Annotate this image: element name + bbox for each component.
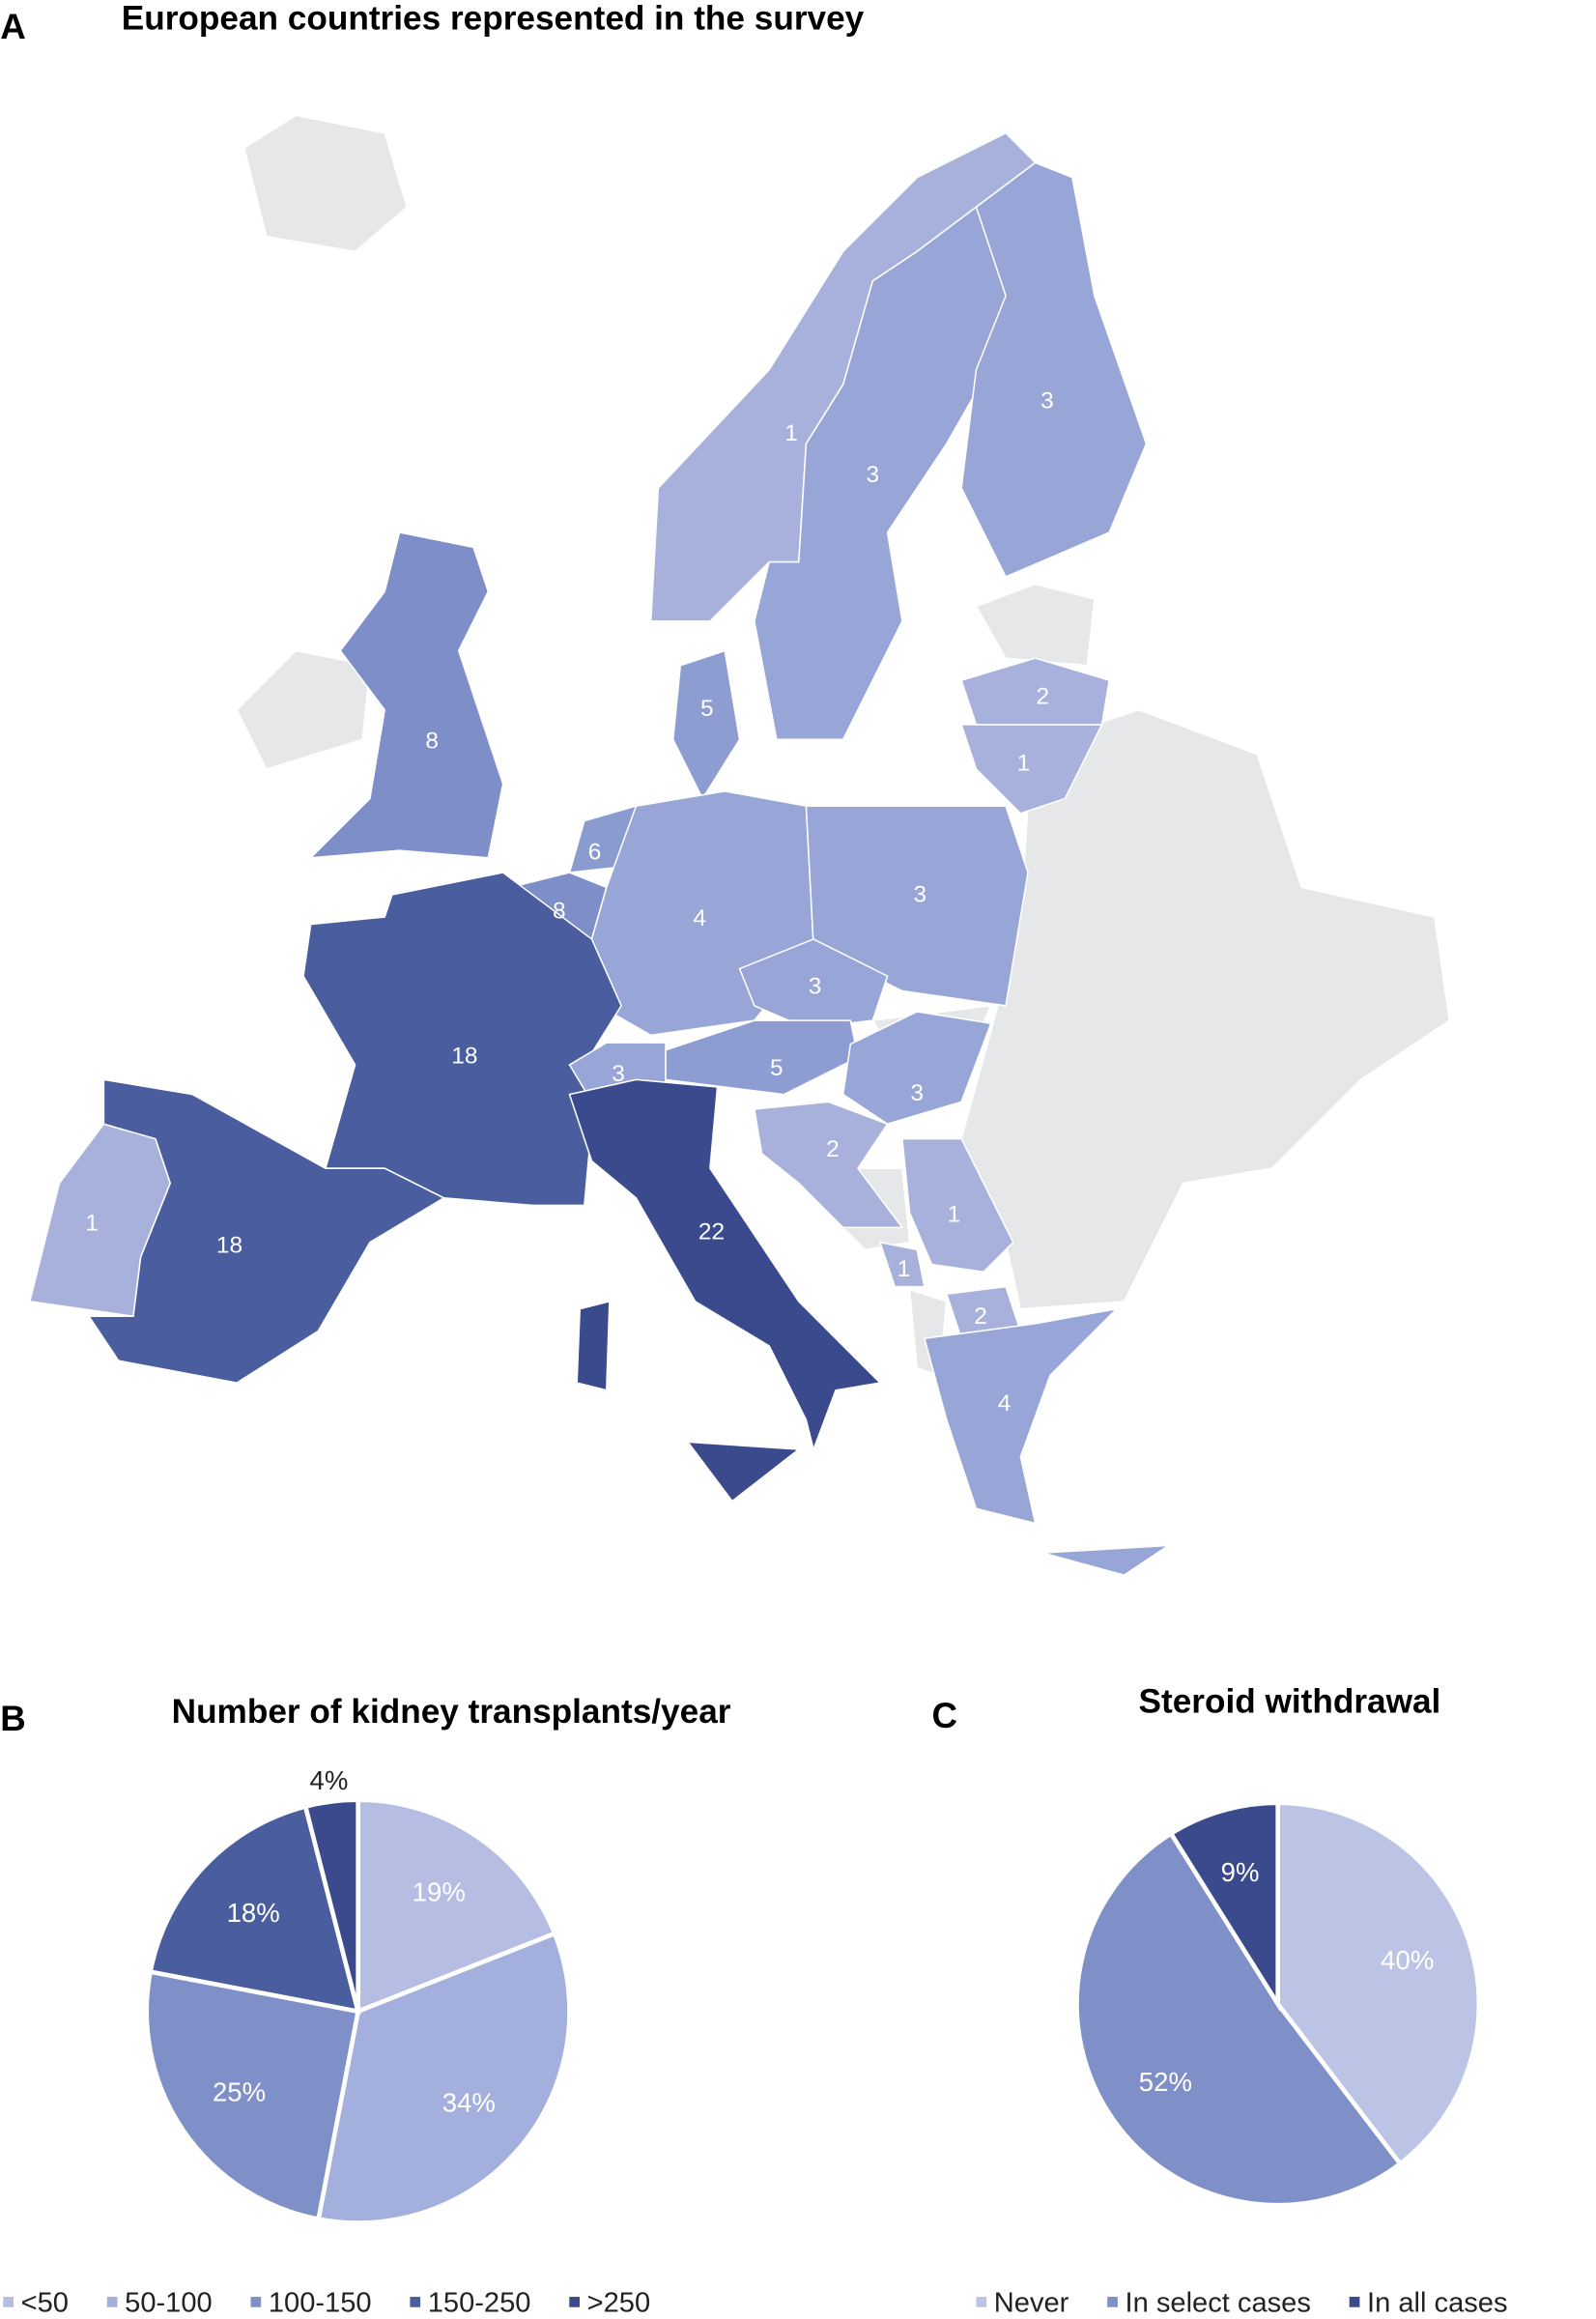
country-count: 1 — [784, 420, 798, 446]
country-count: 18 — [216, 1232, 242, 1258]
legend-swatch — [106, 2297, 118, 2307]
legend-label: 50-100 — [125, 2287, 213, 2318]
legend-swatch — [1349, 2297, 1360, 2307]
country — [671, 649, 741, 801]
country — [960, 724, 1103, 815]
country-count: 8 — [553, 899, 566, 925]
country-count: 1 — [1017, 750, 1031, 776]
pie-slice — [356, 1797, 558, 2016]
country-count: 5 — [700, 696, 714, 722]
legend-swatch — [569, 2297, 580, 2307]
pie-slice — [144, 1968, 361, 2222]
legend-label: Never — [994, 2287, 1069, 2318]
pie-slice — [315, 1931, 572, 2225]
legend-swatch — [976, 2297, 987, 2307]
country-count: 4 — [693, 905, 706, 931]
country-count: 4 — [998, 1390, 1012, 1417]
slice-label: 25% — [213, 2076, 266, 2106]
slice-label: 34% — [442, 2088, 496, 2118]
country — [738, 938, 889, 1029]
country-count: 3 — [866, 462, 879, 488]
country-count: 5 — [770, 1055, 784, 1081]
slice-label: 19% — [413, 1877, 466, 1907]
pie-slice — [1074, 1830, 1404, 2208]
country-count: 22 — [698, 1219, 725, 1245]
pie-title: Steroid withdrawal — [1139, 1682, 1441, 1720]
country — [923, 1307, 1172, 1576]
country-count: 3 — [612, 1061, 625, 1087]
pie-slice — [1275, 1800, 1482, 2167]
country — [753, 1101, 904, 1229]
country-count: 6 — [588, 839, 602, 865]
country-count: 3 — [809, 974, 822, 1000]
country — [841, 1011, 992, 1126]
country-count: 3 — [910, 1080, 924, 1106]
legend-swatch — [410, 2297, 421, 2307]
pie-title: Number of kidney transplants/year — [172, 1693, 731, 1731]
slice-label: 9% — [1221, 1857, 1260, 1887]
country — [960, 657, 1111, 726]
pie-slice — [147, 1803, 361, 2015]
pie-slice — [302, 1797, 360, 2013]
country — [568, 1078, 882, 1503]
pie-slice — [1167, 1800, 1280, 2012]
panel-label: C — [932, 1696, 958, 1735]
legend-swatch — [3, 2297, 14, 2307]
country-count: 18 — [451, 1044, 477, 1070]
country-count: 2 — [826, 1136, 840, 1162]
country-count: 2 — [974, 1303, 987, 1330]
legend-label: In all cases — [1367, 2287, 1507, 2318]
country — [901, 1137, 1014, 1274]
ireland — [236, 649, 371, 770]
legend-swatch — [1107, 2297, 1118, 2307]
country — [87, 1078, 446, 1384]
slice-label: 40% — [1381, 1945, 1434, 1975]
country-count: 1 — [948, 1201, 961, 1227]
legend-label: 150-250 — [428, 2287, 531, 2318]
country — [878, 1241, 926, 1288]
country-count: 1 — [85, 1210, 99, 1236]
iceland — [242, 114, 409, 253]
legend-label: <50 — [21, 2287, 69, 2318]
legend-label: >250 — [587, 2287, 651, 2318]
country — [308, 531, 504, 859]
country-count: 2 — [1037, 684, 1050, 710]
map-title: European countries represented in the su… — [122, 0, 865, 38]
slice-label: 52% — [1139, 2067, 1192, 2097]
eastern-europe — [960, 708, 1451, 1310]
country-count: 1 — [898, 1256, 911, 1282]
country — [960, 161, 1148, 578]
legend-swatch — [250, 2297, 262, 2307]
country-count: 3 — [913, 882, 926, 908]
country-count: 3 — [1040, 387, 1054, 414]
slice-label: 18% — [227, 1898, 280, 1928]
country — [665, 1019, 859, 1096]
legend-label: 100-150 — [269, 2287, 372, 2318]
panel-label: A — [0, 7, 26, 46]
slice-label: 4% — [310, 1765, 349, 1795]
estonia — [975, 583, 1096, 667]
legend-label: In select cases — [1126, 2287, 1311, 2318]
country-count: 8 — [425, 728, 439, 754]
country — [302, 872, 622, 1207]
panel-label: B — [0, 1699, 26, 1738]
